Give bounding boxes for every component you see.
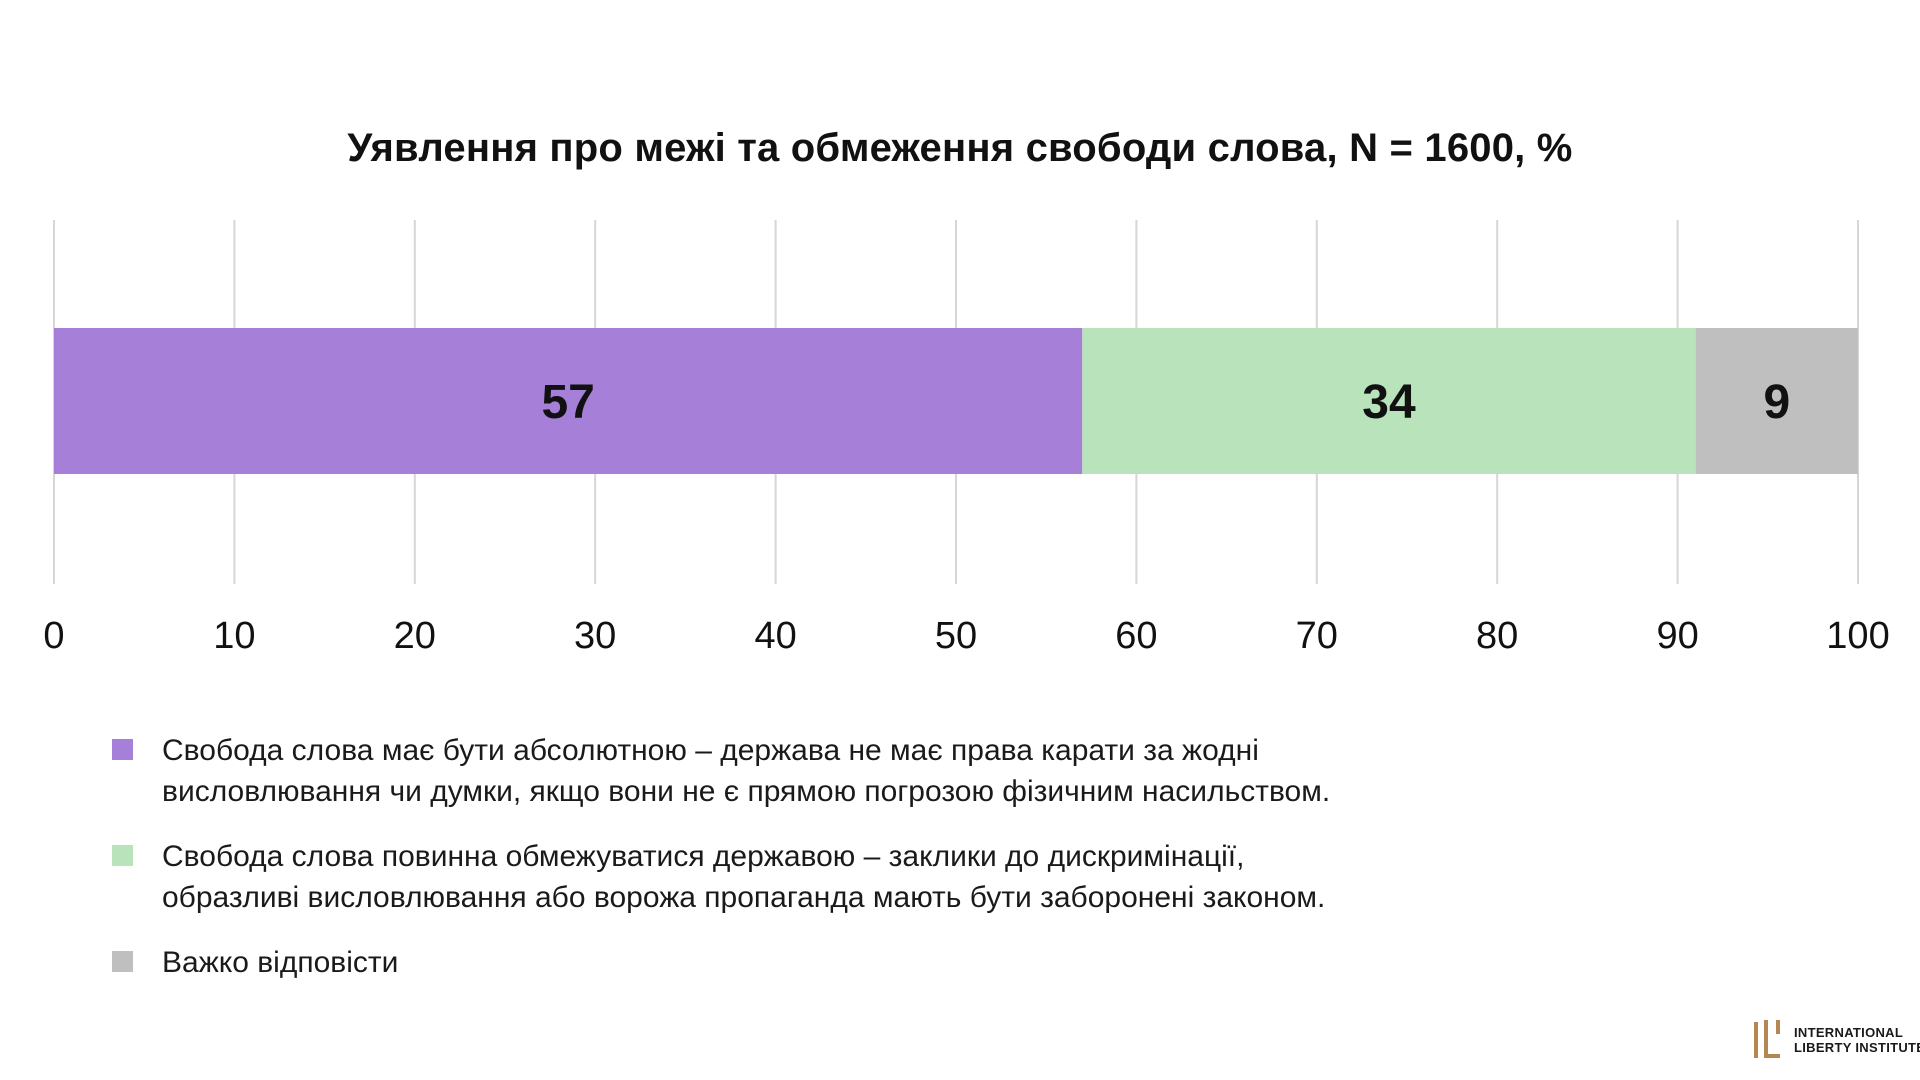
legend-swatch	[112, 951, 133, 972]
chart-title: Уявлення про межі та обмеження свободи с…	[347, 126, 1573, 170]
legend-label: Свобода слова має бути абсолютною – держ…	[162, 730, 1612, 812]
segment-labels: 57 34 9	[541, 376, 1790, 429]
logo-line-2: LIBERTY INSTITUTE	[1794, 1040, 1920, 1055]
legend: Свобода слова має бути абсолютною – держ…	[112, 730, 1612, 1007]
legend-label-line: Важко відповісти	[162, 946, 399, 979]
legend-label-line: образливі висловлювання або ворожа пропа…	[162, 881, 1326, 914]
bar-segment-1	[54, 328, 1083, 474]
x-axis-ticks: 0 10 20 30 40 50 60 70 80 90 100	[43, 615, 1889, 657]
legend-item-1: Свобода слова має бути абсолютною – держ…	[112, 730, 1612, 812]
legend-item-2: Свобода слова повинна обмежуватися держа…	[112, 836, 1612, 918]
x-tick-label: 80	[1476, 615, 1518, 657]
x-tick-label: 30	[574, 615, 616, 657]
x-tick-label: 90	[1656, 615, 1698, 657]
legend-swatch	[112, 845, 133, 866]
logo-mark-icon	[1754, 1020, 1780, 1058]
x-tick-label: 60	[1115, 615, 1157, 657]
x-tick-label: 20	[394, 615, 436, 657]
bar-segments	[54, 328, 1858, 474]
segment-value-label: 34	[1362, 376, 1416, 429]
bar-segment-2	[1082, 328, 1696, 474]
logo-line-1: INTERNATIONAL	[1794, 1025, 1904, 1040]
x-tick-label: 100	[1826, 615, 1889, 657]
logo-text: INTERNATIONAL LIBERTY INSTITUTE	[1794, 1025, 1920, 1055]
x-tick-label: 0	[43, 615, 64, 657]
segment-value-label: 9	[1763, 376, 1790, 429]
x-tick-label: 70	[1296, 615, 1338, 657]
legend-label-line: Свобода слова має бути абсолютною – держ…	[162, 734, 1259, 767]
segment-value-label: 57	[541, 376, 594, 429]
x-tick-label: 10	[213, 615, 255, 657]
legend-label-line: Свобода слова повинна обмежуватися держа…	[162, 840, 1245, 873]
bar-segment-3	[1695, 328, 1858, 474]
legend-item-3: Важко відповісти	[112, 942, 1612, 983]
x-tick-label: 50	[935, 615, 977, 657]
legend-swatch	[112, 739, 133, 760]
legend-label: Свобода слова повинна обмежуватися держа…	[162, 836, 1612, 918]
legend-label: Важко відповісти	[162, 942, 1612, 983]
legend-label-line: висловлювання чи думки, якщо вони не є п…	[162, 775, 1331, 808]
x-tick-label: 40	[754, 615, 796, 657]
stacked-bar-chart: 57 34 9 0 10 20 30 40 50 60 70 80 90 100	[43, 220, 1890, 657]
